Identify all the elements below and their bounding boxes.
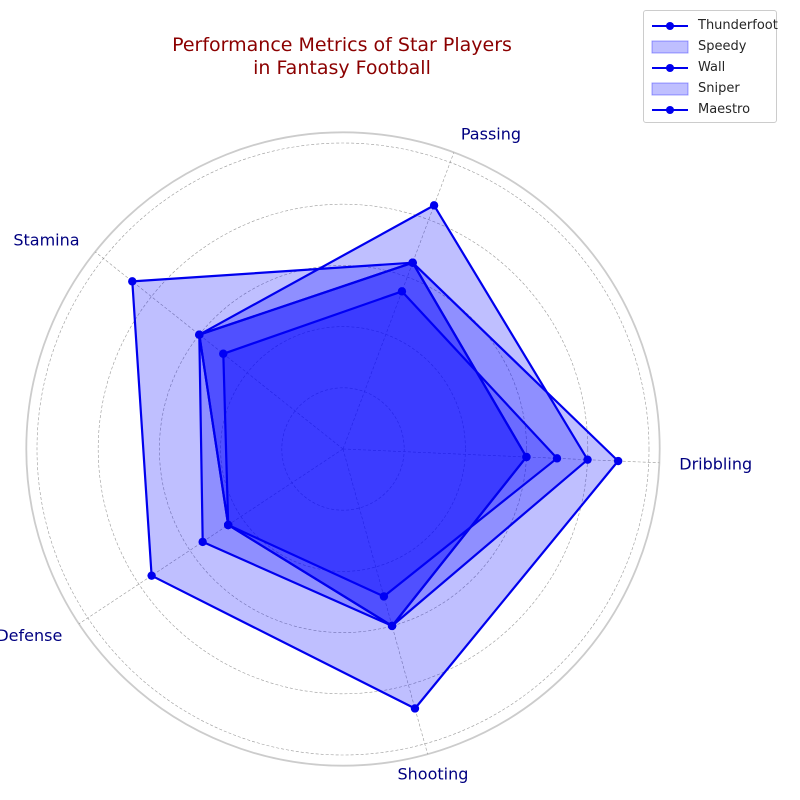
legend-label: Sniper (698, 81, 740, 96)
series-line (198, 261, 528, 628)
grid-spoke (78, 448, 344, 625)
series-area (199, 262, 527, 626)
series-area (199, 262, 527, 626)
chart-title-line-2: in Fantasy Football (253, 57, 431, 79)
chart-title: Performance Metrics of Star Players in F… (0, 34, 684, 80)
grid-circle (159, 265, 527, 633)
series-area (132, 262, 619, 709)
data-point (223, 520, 233, 530)
axis-label: Dribbling (679, 455, 752, 474)
data-point (613, 456, 623, 466)
data-point (410, 704, 420, 713)
legend: Thunderfoot Speedy Wall Sniper Maestro (643, 10, 778, 123)
series-line (222, 290, 559, 598)
data-point (429, 201, 439, 210)
data-point (583, 455, 592, 464)
legend-patch-marker (651, 40, 689, 53)
series-line (131, 261, 620, 710)
data-point (387, 621, 397, 631)
legend-label: Wall (698, 60, 726, 75)
radar-grid (25, 131, 661, 767)
series-area (199, 205, 588, 626)
legend-item: Thunderfoot (650, 15, 778, 36)
axis-label: Passing (461, 125, 521, 144)
data-point (198, 537, 207, 547)
axis-labels: Dribbling Shooting Defense Stamina Passing (0, 125, 752, 784)
legend-label: Thunderfoot (698, 18, 778, 33)
legend-item: Maestro (650, 99, 770, 120)
chart-title-line-1: Performance Metrics of Star Players (172, 34, 512, 56)
grid-spoke (94, 251, 344, 450)
legend-label: Maestro (698, 102, 751, 117)
legend-item: Sniper (650, 78, 770, 99)
grid-circle (97, 203, 589, 695)
outer-frame (25, 131, 661, 767)
axis-label: Stamina (13, 230, 79, 249)
data-point (397, 287, 407, 296)
legend-item: Speedy (650, 36, 770, 57)
grid-circle (281, 387, 405, 511)
grid-spoke (342, 448, 428, 755)
series-area (223, 291, 558, 597)
data-point (408, 258, 417, 267)
data-point (219, 349, 228, 358)
grid-spoke (342, 152, 455, 450)
legend-item: Wall (650, 57, 770, 78)
legend-line-marker (652, 105, 688, 114)
legend-line-marker (652, 21, 688, 30)
series-line (198, 204, 589, 628)
data-point (522, 452, 531, 462)
grid-circle (36, 142, 650, 756)
data-point (552, 454, 562, 463)
grid-spoke (342, 448, 660, 464)
legend-patch-marker (651, 82, 689, 95)
data-point (128, 277, 137, 286)
data-point (147, 571, 156, 580)
data-point (195, 330, 204, 339)
legend-line-marker (652, 63, 688, 72)
legend-label: Speedy (698, 39, 747, 54)
grid-circle (220, 326, 466, 572)
radar-series (128, 201, 623, 713)
axis-label: Defense (0, 626, 62, 645)
axis-label: Shooting (398, 764, 469, 783)
data-point (379, 592, 389, 601)
